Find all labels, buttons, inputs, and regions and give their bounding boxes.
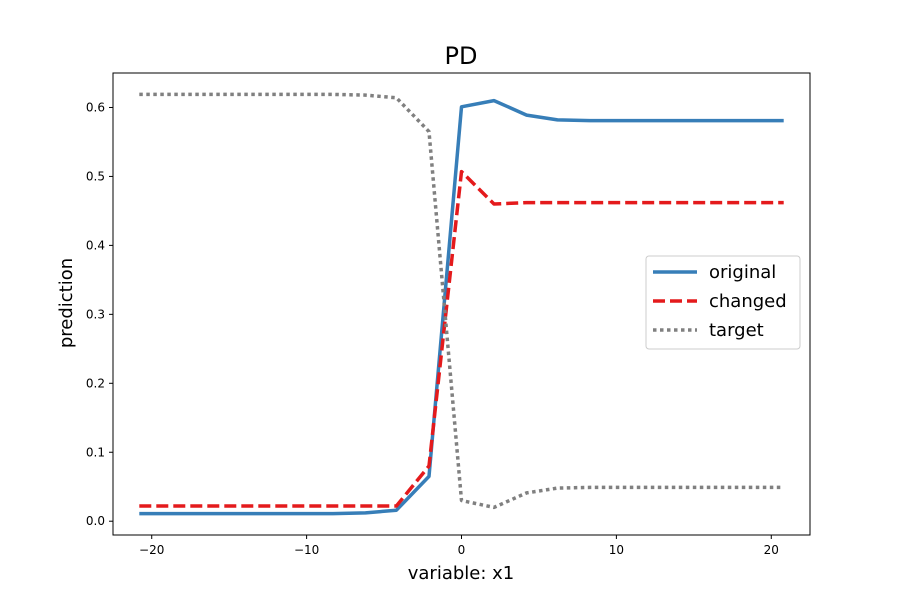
y-tick-label: 0.6 [86,100,105,114]
y-axis: 0.0 0.1 0.2 0.3 0.4 0.5 0.6 [86,100,113,528]
y-tick-label: 0.1 [86,445,105,459]
y-tick-label: 0.5 [86,169,105,183]
x-tick-label: 0 [458,543,466,557]
chart-title: PD [445,42,478,70]
legend-box [645,255,801,350]
y-tick-label: 0.2 [86,376,105,390]
y-axis-title: prediction [56,258,77,348]
series-line-changed [139,169,784,508]
x-tick-label: 10 [609,543,624,557]
x-axis-title: variable: x1 [408,563,515,584]
series-line-original [139,98,784,516]
legend-label-original: original [709,262,776,283]
legend: original changed target [645,255,801,350]
legend-label-changed: changed [709,291,787,312]
y-tick-label: 0.0 [86,514,105,528]
y-tick-label: 0.3 [86,307,105,321]
series-line-target [139,92,784,510]
x-tick-label: −20 [139,543,164,557]
x-tick-label: −10 [294,543,319,557]
x-axis: −20 −10 0 10 20 [139,535,779,557]
legend-label-target: target [709,320,764,341]
y-tick-label: 0.4 [86,238,105,252]
x-tick-label: 20 [764,543,779,557]
